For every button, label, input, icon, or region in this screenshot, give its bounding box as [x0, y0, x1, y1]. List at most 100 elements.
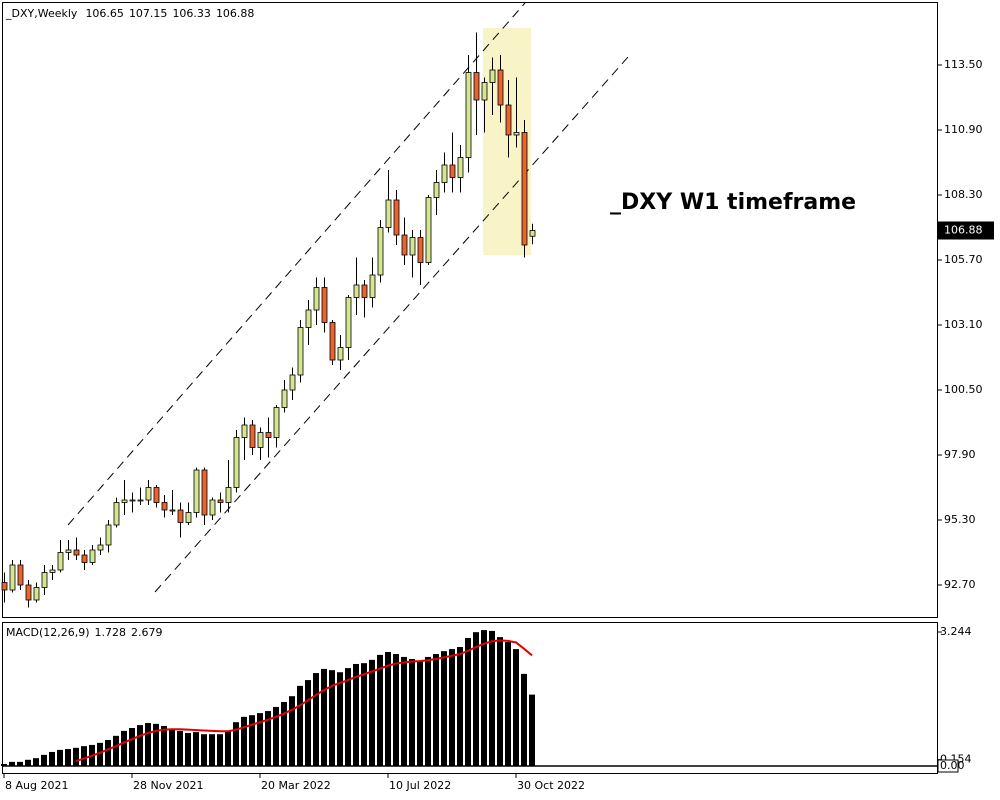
x-tick-label: 30 Oct 2022 — [517, 779, 585, 792]
candle-body — [169, 509, 176, 512]
y-tick-label: 113.50 — [944, 58, 983, 71]
candle-body — [209, 499, 216, 516]
macd-bar — [49, 751, 55, 766]
macd-bar — [257, 713, 263, 766]
macd-bar — [409, 659, 415, 766]
signal-line — [75, 639, 533, 762]
macd-title: MACD(12,26,9) — [6, 626, 90, 639]
candle-body — [353, 284, 360, 298]
macd-bar — [321, 668, 327, 766]
candle-body — [473, 72, 480, 101]
candle-body — [305, 309, 312, 328]
candle-body — [385, 199, 392, 228]
macd-bar — [73, 747, 79, 766]
candle-body — [33, 587, 40, 601]
candle-body — [481, 82, 488, 101]
signal-value: 2.679 — [131, 626, 163, 639]
macd-bar — [1, 763, 7, 766]
annotation: _DXY W1 timeframe — [610, 190, 856, 215]
macd-bar — [145, 723, 151, 766]
macd-bar — [225, 730, 231, 766]
y-tick-label: 97.90 — [944, 448, 976, 461]
macd-bar — [465, 637, 471, 766]
candle-body — [177, 509, 184, 523]
candle-body — [449, 164, 456, 178]
price-tag-label: 106.88 — [944, 224, 983, 237]
x-tick-label: 10 Jul 2022 — [389, 779, 451, 792]
candle-body — [425, 197, 432, 263]
macd-header: MACD(12,26,9) 1.728 2.679 — [6, 626, 163, 639]
macd-bar — [97, 742, 103, 766]
price-header: _DXY,Weekly 106.65 107.15 106.33 106.88 — [5, 7, 254, 20]
macd-bar — [137, 725, 143, 766]
macd-bar — [425, 656, 431, 766]
candle-body — [393, 199, 400, 236]
candle-body — [73, 549, 80, 556]
candle-body — [145, 487, 152, 501]
macd-bar — [353, 663, 359, 766]
macd-bar — [153, 723, 159, 766]
ohlc-high: 107.15 — [129, 7, 168, 20]
candle-body — [225, 487, 232, 503]
macd-bar — [529, 694, 535, 766]
candle-body — [297, 327, 304, 376]
candle-body — [137, 499, 144, 502]
macd-bar — [65, 749, 71, 766]
macd-bar — [17, 761, 23, 766]
x-tick-label: 28 Nov 2021 — [133, 779, 203, 792]
macd-bar — [129, 727, 135, 766]
macd-bar — [337, 672, 343, 766]
macd-bar — [161, 725, 167, 766]
macd-bar — [265, 711, 271, 766]
y-tick-label: 110.90 — [944, 123, 983, 136]
macd-bar — [489, 630, 495, 766]
candle-body — [89, 549, 96, 563]
candle-body — [9, 564, 16, 591]
candle-body — [153, 487, 160, 503]
macd-bar — [209, 734, 215, 766]
macd-bar — [401, 656, 407, 766]
macd-bar — [185, 732, 191, 766]
macd-bar — [41, 754, 47, 766]
candle-body — [497, 69, 504, 106]
macd-bar — [241, 716, 247, 766]
candle-body — [401, 234, 408, 256]
candle-body — [41, 572, 48, 588]
candle-body — [217, 499, 224, 503]
macd-bar — [473, 632, 479, 766]
macd-bar — [377, 654, 383, 766]
candle-body — [505, 104, 512, 136]
ohlc-close: 106.88 — [216, 7, 255, 20]
candle-body — [521, 132, 528, 246]
candle-body — [121, 499, 128, 503]
candle-body — [361, 284, 368, 298]
macd-bar — [169, 728, 175, 766]
macd-bar — [385, 651, 391, 766]
y-tick-label: 105.70 — [944, 253, 983, 266]
macd-bar — [505, 642, 511, 766]
macd-bar — [305, 680, 311, 766]
macd-bar — [289, 696, 295, 766]
candle-body — [185, 512, 192, 523]
macd-bar — [497, 637, 503, 766]
x-tick-label: 20 Mar 2022 — [261, 779, 331, 792]
y-tick-label: 3.244 — [940, 625, 972, 638]
macd-bar — [481, 630, 487, 766]
macd-bar — [177, 730, 183, 766]
candle-body — [329, 322, 336, 361]
candle-body — [433, 182, 440, 198]
candle-body — [489, 69, 496, 83]
macd-bar — [361, 663, 367, 766]
macd-bar — [449, 649, 455, 766]
candle-body — [465, 72, 472, 158]
macd-bar — [369, 659, 375, 766]
macd-bar — [297, 685, 303, 766]
macd-bar — [9, 761, 15, 766]
price-tag — [938, 221, 994, 240]
candle-body — [369, 274, 376, 298]
candle-body — [65, 549, 72, 553]
candle-body — [513, 132, 520, 136]
candle-body — [105, 524, 112, 546]
macd-bar — [521, 673, 527, 766]
